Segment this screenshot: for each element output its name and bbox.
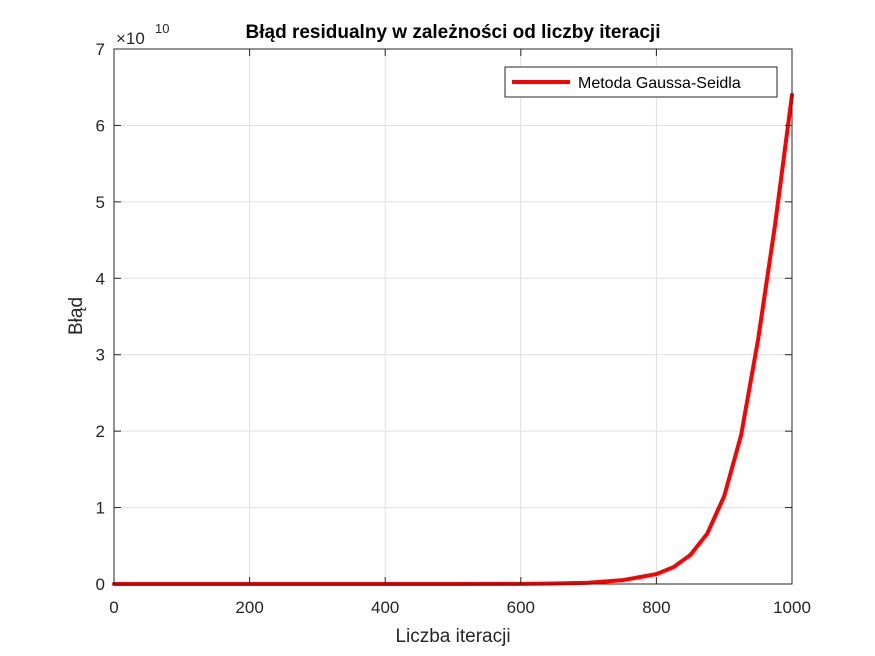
x-tick-label: 600 <box>507 598 535 617</box>
plot-area <box>114 49 792 584</box>
x-tick-label: 0 <box>109 598 118 617</box>
y-tick-label: 6 <box>96 116 105 135</box>
y-multiplier-base: ×10 <box>116 29 145 48</box>
axes-box <box>113 48 793 585</box>
chart-title: Błąd residualny w zależności od liczby i… <box>246 22 661 43</box>
x-tick-label: 200 <box>235 598 263 617</box>
x-tick-label: 1000 <box>773 598 811 617</box>
y-multiplier-exponent: 10 <box>155 21 169 36</box>
y-tick-label: 7 <box>96 40 105 59</box>
x-axis-label: Liczba iteracji <box>395 626 510 647</box>
y-multiplier: ×10 10 <box>116 21 169 48</box>
y-tick-label: 1 <box>96 499 105 518</box>
x-tick-label: 400 <box>371 598 399 617</box>
y-tick-label: 4 <box>96 269 105 288</box>
y-ticks: 0 1 2 3 4 5 6 7 <box>96 40 792 594</box>
y-tick-label: 5 <box>96 193 105 212</box>
legend-label: Metoda Gaussa-Seidla <box>578 75 741 92</box>
x-tick-label: 800 <box>642 598 670 617</box>
y-tick-label: 2 <box>96 422 105 441</box>
y-axis-label: Błąd <box>66 297 87 335</box>
legend: Metoda Gaussa-Seidla <box>504 66 778 98</box>
x-ticks: 0 200 400 600 800 1000 <box>109 49 811 617</box>
y-tick-label: 0 <box>96 575 105 594</box>
y-tick-label: 3 <box>96 346 105 365</box>
